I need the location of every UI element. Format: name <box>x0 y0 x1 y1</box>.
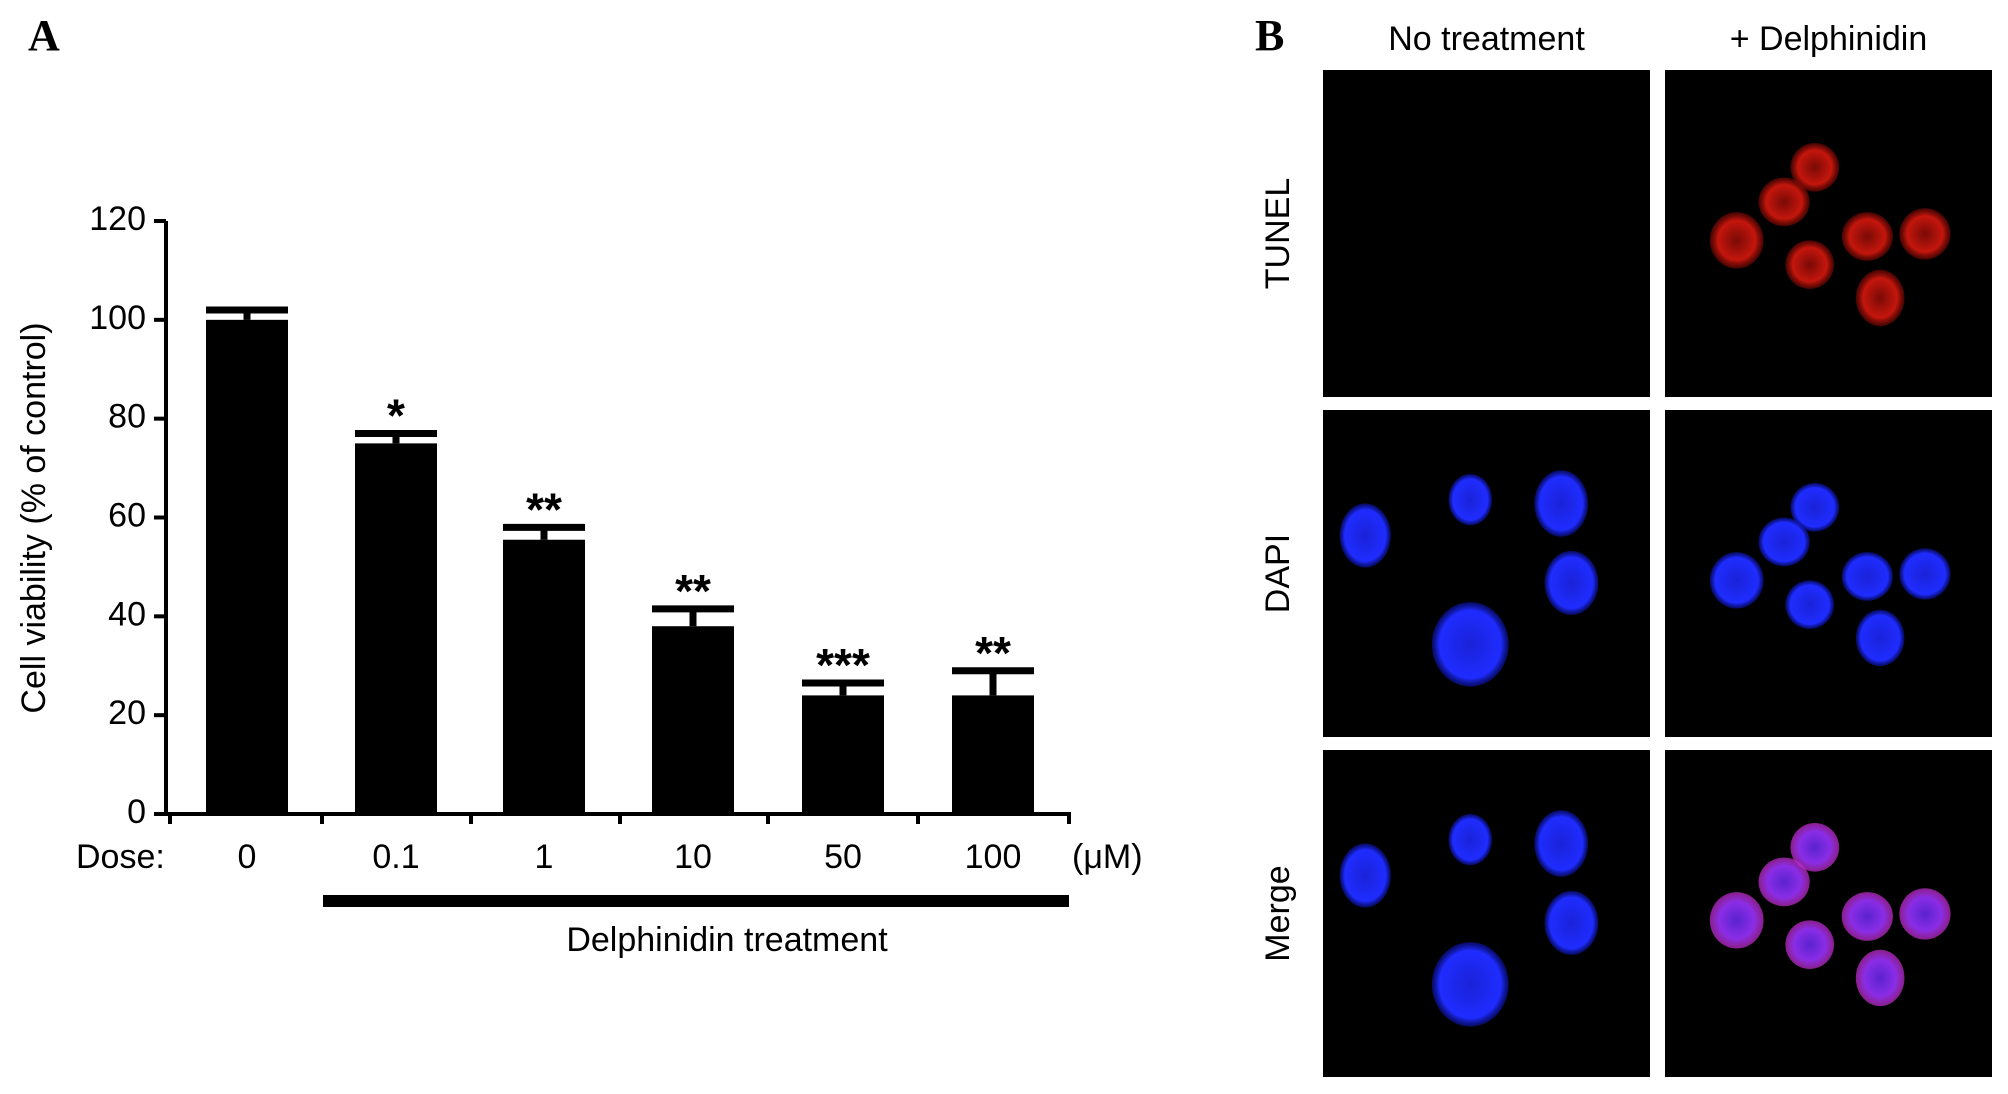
y-tick-label: 60 <box>108 496 146 534</box>
error-bar <box>652 605 734 627</box>
nucleus <box>1899 208 1951 260</box>
y-tick-label: 40 <box>108 595 146 633</box>
error-bar <box>355 429 437 444</box>
image-background <box>1323 70 1650 397</box>
row-label: DAPI <box>1259 534 1297 613</box>
nucleus <box>1785 920 1835 969</box>
significance: ** <box>975 627 1011 679</box>
nucleus <box>1899 548 1951 600</box>
nucleus <box>1339 843 1391 908</box>
x-unit: (μM) <box>1072 838 1143 876</box>
x-tick-label: 0.1 <box>372 838 419 876</box>
x-tick-label: 0 <box>238 838 257 876</box>
nucleus <box>1534 810 1589 877</box>
nucleus <box>1785 580 1835 629</box>
x-tick-label: 50 <box>824 838 862 876</box>
micrograph <box>1323 410 1650 737</box>
y-tick-label: 120 <box>89 200 146 238</box>
nucleus <box>1339 503 1391 568</box>
nucleus <box>1544 890 1599 955</box>
bar <box>503 539 585 814</box>
nucleus <box>1431 602 1509 687</box>
y-tick-label: 100 <box>89 299 146 337</box>
nucleus <box>1758 177 1810 227</box>
nucleus <box>1841 212 1893 261</box>
nucleus <box>1534 470 1589 537</box>
error-bar <box>503 523 585 540</box>
bar <box>206 319 288 814</box>
nucleus <box>1899 888 1951 940</box>
row-label: TUNEL <box>1259 178 1297 289</box>
image-background <box>1323 410 1650 737</box>
nucleus <box>1758 857 1810 907</box>
micrograph <box>1665 750 1992 1077</box>
nucleus <box>1709 552 1764 609</box>
nucleus <box>1431 942 1509 1027</box>
x-tick-label: 10 <box>674 838 712 876</box>
nucleus <box>1855 269 1905 327</box>
bar <box>652 626 734 814</box>
nucleus <box>1448 474 1493 526</box>
column-title: + Delphinidin <box>1730 20 1928 58</box>
error-bar <box>952 667 1034 696</box>
x-tick-label: 1 <box>535 838 554 876</box>
significance: * <box>387 390 405 442</box>
error-bar <box>802 679 884 696</box>
nucleus <box>1790 822 1840 872</box>
x-tick-label: 100 <box>965 838 1022 876</box>
nucleus <box>1785 240 1835 289</box>
micrograph <box>1665 70 1992 397</box>
bar <box>952 695 1034 814</box>
nucleus <box>1790 142 1840 192</box>
nucleus <box>1758 517 1810 567</box>
nucleus <box>1709 212 1764 269</box>
error-bar <box>206 306 288 320</box>
significance: ** <box>675 565 711 617</box>
panel-label: B <box>1255 11 1284 60</box>
nucleus <box>1448 814 1493 866</box>
micrograph <box>1323 70 1650 397</box>
group-label: Delphinidin treatment <box>566 921 888 959</box>
nucleus <box>1841 892 1893 941</box>
panel-label: A <box>28 11 60 60</box>
y-tick-label: 0 <box>127 793 146 831</box>
treatment-bar <box>323 895 1069 907</box>
x-prefix: Dose: <box>76 838 165 876</box>
nucleus <box>1709 892 1764 949</box>
bar <box>802 695 884 814</box>
significance: *** <box>816 639 870 691</box>
nucleus <box>1544 550 1599 615</box>
y-tick-label: 80 <box>108 398 146 436</box>
y-axis-label: Cell viability (% of control) <box>15 322 53 713</box>
nucleus <box>1841 552 1893 601</box>
significance: ** <box>526 484 562 536</box>
nucleus <box>1855 949 1905 1007</box>
micrograph <box>1665 410 1992 737</box>
nucleus <box>1855 609 1905 667</box>
micrograph <box>1323 750 1650 1077</box>
nucleus <box>1790 482 1840 532</box>
y-tick-label: 20 <box>108 694 146 732</box>
bar <box>355 443 437 814</box>
row-label: Merge <box>1259 865 1297 961</box>
column-title: No treatment <box>1388 20 1585 58</box>
image-background <box>1323 750 1650 1077</box>
